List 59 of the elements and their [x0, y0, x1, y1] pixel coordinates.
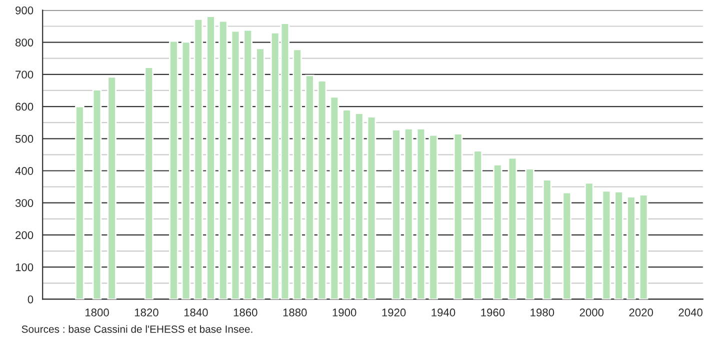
bar: [75, 106, 84, 300]
bar: [416, 128, 426, 300]
bar: [194, 18, 204, 300]
bar: [602, 190, 612, 300]
y-tick-label: 500: [15, 134, 34, 143]
bar: [181, 41, 191, 300]
bar: [404, 128, 414, 300]
source-note: Sources : base Cassini de l'EHESS et base Insee.: [22, 325, 252, 333]
y-tick-label: 200: [16, 231, 34, 240]
y-tick-label: 600: [16, 102, 34, 111]
bar: [584, 182, 594, 300]
x-tick-label: 1900: [332, 308, 356, 316]
bar: [169, 40, 178, 300]
x-tick-label: 2040: [678, 308, 702, 316]
bar: [354, 112, 364, 300]
bar: [243, 29, 253, 300]
bar: [92, 89, 102, 300]
bar: [366, 116, 376, 300]
bar: [330, 96, 340, 300]
x-tick-label: 1880: [283, 308, 307, 316]
bar: [614, 190, 624, 300]
y-tick-label: 900: [16, 6, 34, 14]
x-tick-label: 1940: [432, 308, 456, 316]
bar: [342, 109, 352, 300]
bar: [525, 168, 534, 300]
bar: [542, 179, 552, 300]
y-tick-label: 700: [16, 70, 34, 79]
bar: [292, 48, 302, 300]
bar: [317, 80, 327, 300]
x-tick-label: 1980: [530, 308, 554, 316]
bar: [492, 164, 502, 300]
x-tick-label: 1960: [481, 308, 505, 316]
x-tick-label: 1860: [234, 308, 258, 316]
y-tick-label: 0: [28, 295, 34, 304]
y-tick-label: 400: [15, 167, 34, 175]
y-tick-label: 800: [16, 38, 34, 46]
bar: [428, 134, 438, 300]
bar: [230, 30, 240, 300]
bar: [562, 192, 572, 300]
bar: [218, 20, 228, 300]
bar: [206, 16, 216, 300]
bar: [638, 194, 648, 300]
bar: [107, 76, 116, 300]
bar: [305, 74, 314, 300]
bar: [144, 66, 154, 300]
x-tick-label: 1820: [134, 308, 158, 316]
x-tick-label: 1800: [85, 308, 109, 316]
bar: [392, 128, 401, 300]
x-tick-label: 1840: [184, 308, 208, 316]
bar: [256, 48, 265, 300]
bar: [508, 157, 518, 300]
bar: [473, 150, 483, 300]
y-tick-label: 300: [15, 199, 34, 207]
x-tick-label: 2000: [580, 308, 604, 316]
x-tick-label: 2020: [629, 308, 653, 316]
bar: [626, 196, 636, 300]
bar: [453, 133, 463, 300]
x-tick-label: 1920: [382, 308, 406, 316]
y-tick-label: 100: [16, 263, 34, 272]
